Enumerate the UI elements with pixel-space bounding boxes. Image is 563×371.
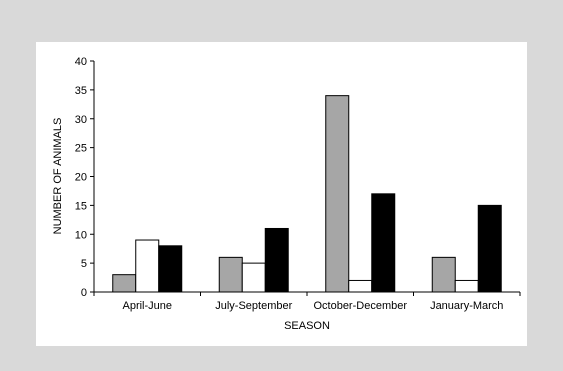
bar [348, 279, 373, 293]
y-tick-label: 35 [75, 85, 87, 97]
x-tick-label: January-March [430, 300, 503, 312]
y-tick-label: 25 [75, 143, 87, 155]
chart-panel [36, 42, 527, 346]
bar [218, 256, 243, 293]
bar [371, 193, 396, 293]
y-axis: 0 5 10 15 20 25 30 35 40 [75, 56, 95, 299]
bar [477, 204, 502, 293]
x-axis-label: SEASON [284, 320, 330, 332]
bar [325, 95, 350, 293]
bars [112, 95, 502, 293]
bar [158, 245, 183, 293]
bar [454, 279, 479, 293]
bar [241, 262, 266, 293]
x-tick-label: July-September [215, 300, 292, 312]
x-tick-label: October-December [313, 300, 407, 312]
x-axis: April-June July-September October-December… [93, 291, 521, 312]
bar [112, 274, 137, 293]
y-tick-label: 10 [75, 229, 87, 241]
y-tick-label: 5 [81, 258, 87, 270]
y-tick-label: 20 [75, 172, 87, 184]
y-tick-label: 40 [75, 56, 87, 68]
y-tick-label: 30 [75, 114, 87, 126]
bar [264, 227, 289, 293]
bar [135, 239, 160, 293]
y-tick-label: 0 [81, 287, 87, 299]
x-tick-label: April-June [122, 300, 172, 312]
bar [431, 256, 456, 293]
y-tick-label: 15 [75, 200, 87, 212]
y-axis-label: NUMBER OF ANIMALS [52, 118, 64, 235]
